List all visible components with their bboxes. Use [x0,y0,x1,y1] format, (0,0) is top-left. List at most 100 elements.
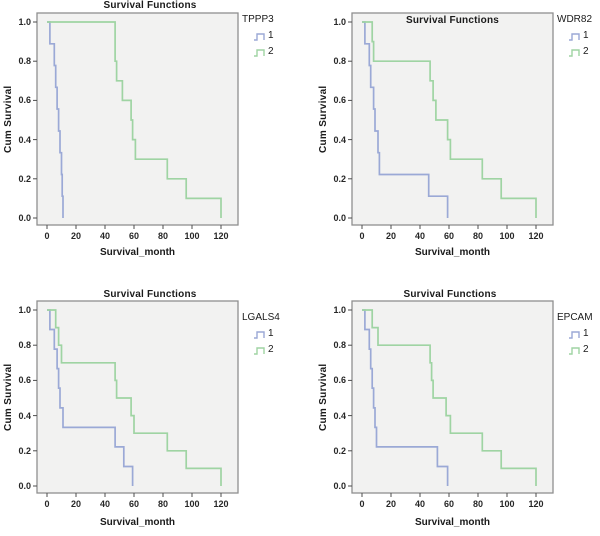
y-tick-label: 0.4 [333,410,346,421]
y-axis-label: Cum Survival [318,363,329,431]
y-axis-label: Cum Survival [318,85,329,153]
legend-item-group2: 2 [253,46,274,58]
x-tick-label: 60 [443,231,454,241]
x-tick-label: 0 [359,231,365,241]
x-axis-label: Survival_month [99,517,176,528]
legend-item-label: 2 [583,46,589,57]
y-tick-label: 1.0 [333,305,346,315]
x-tick-label: 80 [157,231,168,241]
y-tick-label: 0.2 [18,445,31,456]
legend-item-group1: 1 [568,328,593,340]
plot-area [348,12,554,229]
y-tick-label: 0.6 [18,95,31,106]
x-tick-label: 120 [213,231,229,241]
x-tick-label: 40 [99,499,110,509]
y-tick-label: 0.2 [333,173,346,184]
group2-step-line-icon [254,347,265,355]
legend-item-group2: 2 [568,344,593,356]
y-tick-label: 0.6 [18,375,31,386]
plot-area [33,300,239,497]
legend-title: TPPP3 [242,14,274,25]
y-tick-label: 0.0 [18,481,31,491]
legend-item-label: 1 [583,328,589,339]
legend-item-group1: 1 [253,328,280,340]
group2-step-line-icon [569,347,580,355]
group2-step-line-icon [569,49,580,57]
legend: TPPP3 1 2 [242,14,274,58]
y-tick-label: 0.4 [333,134,346,145]
survival-panel-wdr82: Survival Functions Cum Survival Survival… [300,0,600,268]
x-tick-label: 0 [359,499,365,509]
y-tick-label: 0.8 [333,340,346,351]
x-tick-label: 20 [70,231,81,241]
y-tick-label: 0.2 [18,173,31,184]
legend-item-group1: 1 [568,30,592,42]
survival-panel-lgals4: Survival Functions Cum Survival Survival… [0,268,300,536]
legend-item-group2: 2 [253,344,280,356]
x-axis-label: Survival_month [414,247,491,258]
x-tick-label: 80 [472,231,483,241]
y-tick-label: 0.2 [333,445,346,456]
x-axis-label: Survival_month [414,517,491,528]
chart-title: Survival Functions [103,289,197,300]
chart-title: Survival Functions [403,289,497,300]
x-tick-label: 100 [184,231,200,241]
x-tick-label: 40 [414,231,425,241]
plot-area [348,300,554,497]
y-tick-label: 0.8 [18,340,31,351]
x-tick-label: 60 [443,499,454,509]
plot-area [33,12,239,229]
x-tick-label: 120 [213,499,229,509]
chart-title: Survival Functions [103,0,197,11]
survival-panel-tppp3: Survival Functions Cum Survival Survival… [0,0,300,268]
x-tick-label: 100 [499,231,515,241]
y-tick-label: 0.0 [333,481,346,491]
y-tick-label: 1.0 [333,17,346,27]
x-tick-label: 120 [528,499,544,509]
x-tick-label: 20 [385,499,396,509]
x-tick-label: 100 [184,499,200,509]
y-tick-label: 0.8 [18,56,31,67]
group1-step-line-icon [254,33,265,41]
legend: LGALS4 1 2 [242,312,280,356]
y-tick-label: 0.6 [333,375,346,386]
survival-panel-epcam: Survival Functions Cum Survival Survival… [300,268,600,536]
legend-item-label: 1 [268,30,274,41]
legend-item-label: 1 [268,328,274,339]
y-axis-label: Cum Survival [3,85,14,153]
x-tick-label: 120 [528,231,544,241]
legend: EPCAM 1 2 [557,312,593,356]
y-tick-label: 0.4 [18,134,31,145]
x-tick-label: 100 [499,499,515,509]
y-tick-label: 0.0 [333,213,346,223]
legend-item-label: 2 [268,344,274,355]
y-tick-label: 0.6 [333,95,346,106]
group1-step-line-icon [569,331,580,339]
x-tick-label: 60 [128,499,139,509]
x-tick-label: 40 [414,499,425,509]
chart-title: Survival Functions [405,15,500,26]
y-axis-label: Cum Survival [3,363,14,431]
legend-item-label: 2 [268,46,274,57]
group2-step-line-icon [254,49,265,57]
legend-title: LGALS4 [242,312,280,323]
y-tick-label: 0.0 [18,213,31,223]
y-tick-label: 1.0 [18,305,31,315]
x-tick-label: 80 [157,499,168,509]
x-tick-label: 60 [128,231,139,241]
x-tick-label: 0 [44,231,50,241]
x-tick-label: 80 [472,499,483,509]
y-tick-label: 1.0 [18,17,31,27]
group1-step-line-icon [254,331,265,339]
legend-title: WDR82 [557,14,593,25]
legend-item-group1: 1 [253,30,274,42]
x-axis-label: Survival_month [99,247,176,258]
y-tick-label: 0.4 [18,410,31,421]
legend-title: EPCAM [557,312,593,323]
legend: WDR82 1 2 [557,14,592,58]
x-tick-label: 20 [385,231,396,241]
x-tick-label: 0 [44,499,50,509]
legend-item-label: 2 [583,344,589,355]
group1-step-line-icon [569,33,580,41]
